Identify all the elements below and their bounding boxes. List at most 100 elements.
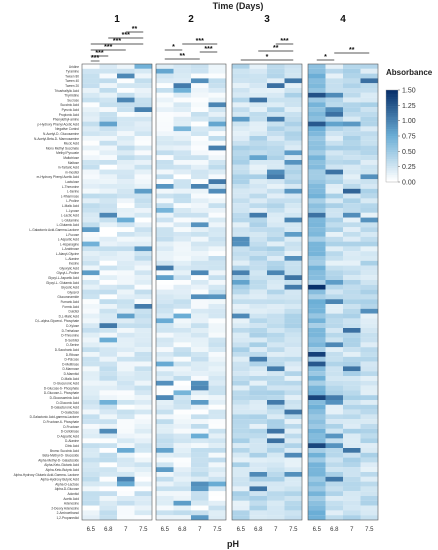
heatmap-cell <box>117 116 135 122</box>
heatmap-cell <box>99 155 118 161</box>
heatmap-cell <box>343 126 361 132</box>
heatmap-cell <box>308 318 326 324</box>
heatmap-cell <box>99 131 118 137</box>
heatmap-cell <box>173 385 192 391</box>
heatmap-cell <box>284 83 303 89</box>
heatmap-cell <box>232 505 250 511</box>
heatmap-cell <box>82 260 100 266</box>
heatmap-cell <box>82 126 100 132</box>
heatmap-cell <box>232 140 250 146</box>
heatmap-cell <box>173 457 192 463</box>
legend-swatch <box>386 138 398 141</box>
heatmap-cell <box>284 347 303 353</box>
heatmap-cell <box>308 78 326 84</box>
heatmap-cell <box>117 222 135 228</box>
significance-bracket: *** <box>275 38 294 45</box>
row-label: Pyruvic Acid <box>62 108 80 112</box>
heatmap-cell <box>99 332 118 338</box>
row-label: D-Cellobiose <box>61 430 79 434</box>
heatmap-cell <box>249 289 268 295</box>
heatmap-cell <box>325 443 344 449</box>
heatmap-cell <box>325 476 344 482</box>
heatmap-cell <box>82 294 100 300</box>
heatmap-cell <box>117 131 135 137</box>
row-label: Tyramine <box>66 70 79 74</box>
row-label: Adonitol <box>67 492 79 496</box>
heatmap-cell <box>173 160 192 165</box>
heatmap-cell <box>308 227 326 233</box>
heatmap-cell <box>173 116 192 122</box>
heatmap-cell <box>308 112 326 117</box>
row-label: D-Sorbitol <box>65 338 79 342</box>
heatmap-cell <box>191 342 209 348</box>
heatmap-cell <box>325 323 344 329</box>
heatmap-cell <box>308 160 326 165</box>
heatmap-cell <box>249 256 268 261</box>
heatmap-cell <box>267 366 285 372</box>
heatmap-cell <box>232 323 250 329</box>
heatmap-cell <box>156 232 174 237</box>
significance-label: *** <box>95 50 103 57</box>
heatmap-cell <box>82 198 100 204</box>
heatmap-cell <box>232 222 250 228</box>
heatmap-cell <box>360 92 379 98</box>
heatmap-cell <box>173 515 192 521</box>
heatmap-cell <box>156 515 174 521</box>
heatmap-cell <box>99 496 118 501</box>
heatmap-cell <box>360 260 379 266</box>
heatmap-cell <box>284 275 303 281</box>
heatmap-cell <box>267 193 285 199</box>
heatmap-cell <box>191 505 209 511</box>
heatmap-cell <box>308 280 326 285</box>
heatmap-cell <box>343 419 361 425</box>
heatmap-cell <box>249 371 268 377</box>
heatmap-cell <box>82 428 100 434</box>
row-label: Propionic Acid <box>59 113 79 117</box>
legend-swatch <box>386 152 398 155</box>
heatmap-cell <box>360 500 379 506</box>
heatmap-cell <box>325 241 344 247</box>
heatmap-cell <box>232 280 250 285</box>
heatmap-cell <box>134 150 153 156</box>
significance-label: *** <box>104 44 112 51</box>
heatmap-cell <box>208 337 227 343</box>
heatmap-cell <box>308 380 326 386</box>
heatmap-cell <box>82 323 100 329</box>
heatmap-cell <box>173 356 192 362</box>
heatmap-cell <box>249 496 268 501</box>
heatmap-cell <box>284 356 303 362</box>
heatmap-cell <box>99 78 118 84</box>
heatmap-cell <box>249 193 268 199</box>
heatmap-cell <box>208 88 227 93</box>
heatmap-cell <box>284 256 303 261</box>
heatmap-cell <box>82 510 100 516</box>
heatmap-cell <box>360 491 379 497</box>
heatmap-cell <box>325 356 344 362</box>
heatmap-cell <box>117 366 135 372</box>
heatmap-cell <box>191 145 209 151</box>
heatmap-cell <box>360 414 379 420</box>
heatmap-cell <box>267 246 285 252</box>
heatmap-cell <box>249 390 268 396</box>
heatmap-cell <box>208 212 227 218</box>
heatmap-cell <box>117 308 135 314</box>
heatmap-cell <box>325 92 344 98</box>
heatmap-cell <box>360 486 379 492</box>
heatmap-cell <box>360 457 379 463</box>
heatmap-cell <box>82 73 100 79</box>
heatmap-cell <box>82 131 100 137</box>
heatmap-cell <box>232 126 250 132</box>
heatmap-cell <box>99 481 118 487</box>
panel-border <box>81 63 153 521</box>
heatmap-cell <box>232 424 250 429</box>
heatmap-cell <box>308 260 326 266</box>
heatmap-cell <box>284 452 303 458</box>
heatmap-cell <box>284 467 303 473</box>
heatmap-cell <box>267 284 285 290</box>
heatmap-cell <box>134 371 153 377</box>
heatmap-cell <box>134 515 153 521</box>
heatmap-cell <box>325 433 344 439</box>
legend-swatch <box>386 159 398 162</box>
heatmap-cell <box>232 179 250 185</box>
heatmap-cell <box>173 438 192 444</box>
